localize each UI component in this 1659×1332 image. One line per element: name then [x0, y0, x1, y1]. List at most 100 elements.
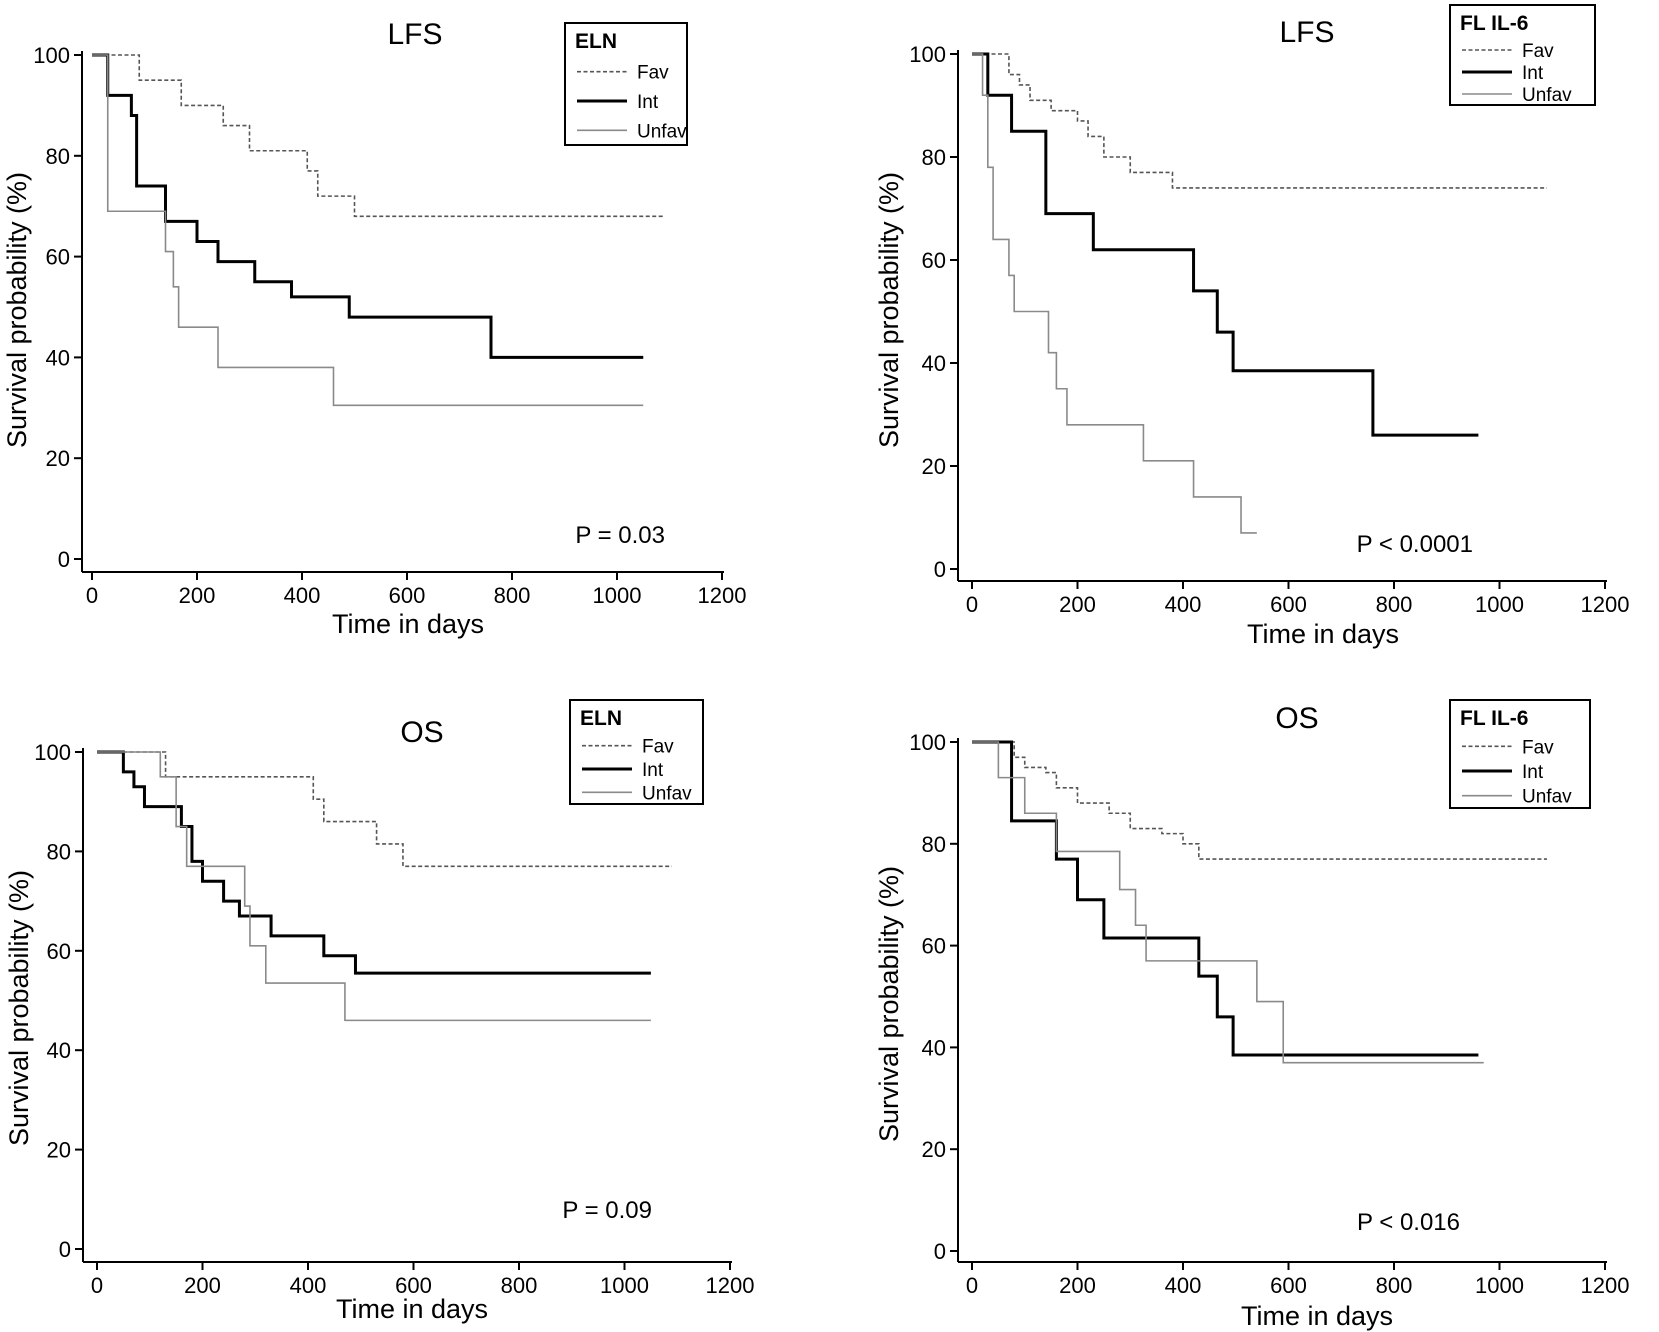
- x-tick-label: 1000: [593, 583, 642, 608]
- x-tick-label: 1200: [706, 1273, 755, 1298]
- y-tick-label: 100: [34, 740, 71, 765]
- survival-curve-fav: [97, 751, 672, 868]
- x-tick-label: 800: [1376, 592, 1413, 617]
- x-tick-label: 1200: [698, 583, 747, 608]
- legend-label-fav: Fav: [637, 63, 669, 84]
- x-tick-label: 0: [966, 592, 978, 617]
- y-tick-label: 40: [922, 1035, 946, 1060]
- legend-label-fav: Fav: [1522, 41, 1554, 62]
- legend-label-int: Int: [637, 92, 659, 113]
- survival-curve-fav: [972, 53, 1547, 189]
- survival-curve-int: [97, 750, 651, 975]
- chart-title: OS: [400, 716, 443, 749]
- x-tick-label: 0: [86, 583, 98, 608]
- y-tick-label: 80: [47, 839, 71, 864]
- survival-curve-fav: [972, 741, 1547, 860]
- y-tick-label: 80: [46, 144, 70, 169]
- legend: ELN Fav Int Unfav: [564, 22, 688, 146]
- legend-box: [1449, 4, 1596, 106]
- x-tick-label: 400: [1165, 592, 1202, 617]
- survival-curve-unfav: [972, 53, 1257, 534]
- legend-label-unfav: Unfav: [1522, 85, 1572, 106]
- x-axis-title: Time in days: [1241, 1301, 1393, 1331]
- x-tick-label: 1200: [1581, 1273, 1630, 1298]
- x-tick-label: 200: [1059, 1273, 1096, 1298]
- survival-curve-int: [92, 53, 644, 359]
- x-tick-label: 600: [395, 1273, 432, 1298]
- legend-label-int: Int: [1522, 762, 1544, 783]
- x-tick-label: 800: [494, 583, 531, 608]
- y-tick-label: 80: [922, 832, 946, 857]
- legend-label-fav: Fav: [1522, 737, 1554, 758]
- legend-title: FL IL-6: [1460, 12, 1528, 35]
- x-axis-title: Time in days: [332, 609, 484, 639]
- x-tick-label: 600: [1270, 1273, 1307, 1298]
- panel-4: 0 200 400 600 800 1000 1200 0 20 40 60 80 100 OS Time …: [874, 699, 1630, 1331]
- x-tick-label: 200: [179, 583, 216, 608]
- x-tick-label: 800: [1376, 1273, 1413, 1298]
- x-axis-title: Time in days: [1247, 619, 1399, 649]
- y-axis-title: Survival probability (%): [874, 866, 904, 1142]
- p-value-label: P = 0.09: [562, 1197, 652, 1224]
- y-tick-label: 80: [922, 145, 946, 170]
- legend-label-unfav: Unfav: [642, 783, 692, 804]
- y-axis-title: Survival probability (%): [2, 172, 32, 448]
- legend-box: [564, 22, 688, 146]
- chart-title: LFS: [387, 18, 442, 51]
- y-axis-title: Survival probability (%): [874, 172, 904, 448]
- chart-title: LFS: [1279, 16, 1334, 49]
- legend-label-int: Int: [642, 760, 664, 781]
- p-value-label: P < 0.016: [1357, 1209, 1460, 1236]
- x-tick-label: 400: [284, 583, 321, 608]
- y-tick-label: 20: [47, 1138, 71, 1163]
- survival-curve-int: [972, 52, 1479, 437]
- y-tick-label: 20: [46, 446, 70, 471]
- survival-curve-unfav: [92, 54, 644, 407]
- legend-label-fav: Fav: [642, 737, 674, 758]
- legend-title: FL IL-6: [1460, 707, 1528, 730]
- x-tick-label: 1000: [1475, 1273, 1524, 1298]
- y-tick-label: 60: [46, 245, 70, 270]
- y-tick-label: 40: [46, 345, 70, 370]
- p-value-label: P < 0.0001: [1357, 531, 1473, 558]
- y-tick-label: 60: [922, 248, 946, 273]
- x-tick-label: 1200: [1581, 592, 1630, 617]
- legend-title: ELN: [575, 30, 617, 53]
- x-tick-label: 400: [290, 1273, 327, 1298]
- x-tick-label: 600: [1270, 592, 1307, 617]
- y-tick-label: 20: [922, 1137, 946, 1162]
- survival-curve-unfav: [97, 751, 651, 1022]
- y-tick-label: 100: [909, 730, 946, 755]
- x-tick-label: 600: [389, 583, 426, 608]
- panel-2: 0 200 400 600 800 1000 1200 0 20 40 60 80 100 LFS Time…: [874, 4, 1630, 649]
- chart-title: OS: [1275, 702, 1318, 735]
- survival-curve-fav: [92, 54, 665, 218]
- x-tick-label: 1000: [600, 1273, 649, 1298]
- x-axis-title: Time in days: [336, 1294, 488, 1324]
- survival-curve-int: [972, 740, 1479, 1057]
- panel-1: 0 200 400 600 800 1000 1200 0 20 40 60 80 100 LFS Time…: [2, 18, 746, 639]
- y-tick-label: 0: [59, 1237, 71, 1262]
- legend-label-unfav: Unfav: [637, 121, 687, 142]
- x-tick-label: 400: [1165, 1273, 1202, 1298]
- legend-label-int: Int: [1522, 63, 1544, 84]
- y-axis-title: Survival probability (%): [4, 870, 34, 1146]
- y-tick-label: 0: [934, 557, 946, 582]
- y-tick-label: 100: [909, 42, 946, 67]
- y-tick-label: 100: [33, 43, 70, 68]
- panel-3: 0 200 400 600 800 1000 1200 0 20 40 60 80 100 OS Time …: [4, 699, 755, 1324]
- y-tick-label: 40: [922, 351, 946, 376]
- x-tick-label: 0: [91, 1273, 103, 1298]
- x-tick-label: 0: [966, 1273, 978, 1298]
- y-tick-label: 40: [47, 1038, 71, 1063]
- x-tick-label: 200: [184, 1273, 221, 1298]
- legend-box: [1449, 699, 1591, 809]
- y-tick-label: 20: [922, 454, 946, 479]
- x-tick-label: 800: [501, 1273, 538, 1298]
- y-tick-label: 60: [922, 934, 946, 959]
- legend-box: [569, 699, 704, 805]
